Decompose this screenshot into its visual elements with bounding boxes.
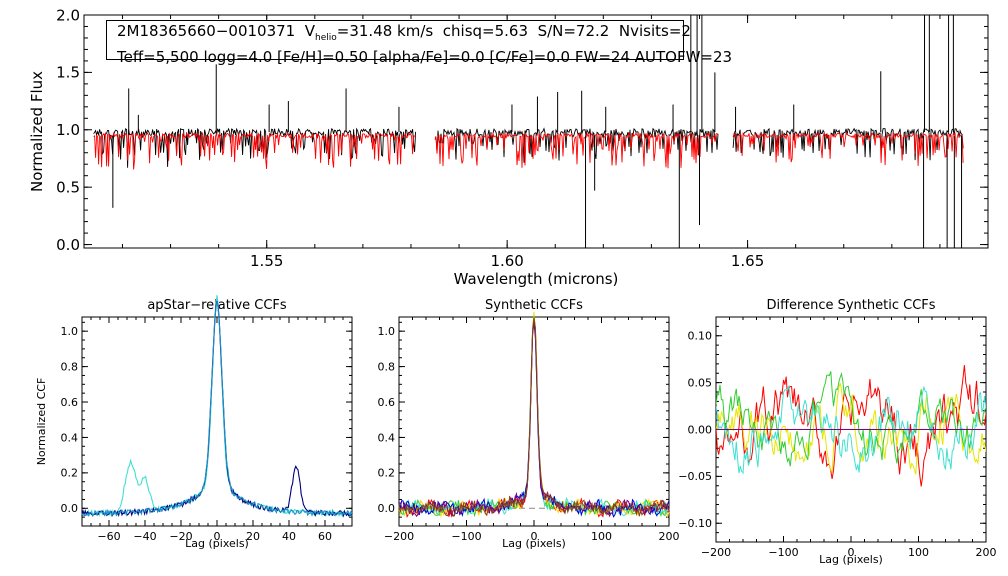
spectrum-series-model-chip-1 — [93, 131, 416, 170]
ccf1-frame — [81, 316, 353, 527]
ccf1-xtick-label: 0 — [214, 530, 221, 543]
ccf2-xtick-label: −100 — [451, 530, 481, 543]
spectrum-panel: 1.55 1.60 1.65 0.0 0.5 1.0 1.5 2.0 Wavelength (m… — [28, 6, 989, 288]
ccf1-ytick-label: 0.2 — [61, 467, 79, 480]
ccf3-ytick-label: 0.10 — [688, 330, 713, 343]
ccf1-ytick-label: 0.6 — [61, 396, 79, 409]
spectrum-ytick-label: 0.0 — [56, 236, 80, 254]
spectrum-series-observed-chip-1 — [93, 127, 417, 168]
ccf3-ytick-label: 0.00 — [688, 423, 713, 436]
ccf1-xlabel: Lag (pixels) — [185, 537, 249, 550]
apstar-ccf-panel: −60 −40 −20 0 20 40 600.00.20.40.60.81.0apStar… — [35, 295, 353, 550]
ccf2-xtick-label: −200 — [384, 530, 414, 543]
ccf2-series-7 — [398, 317, 670, 517]
ccf1-series-2 — [81, 300, 353, 518]
vhelio-symbol: V — [304, 22, 316, 40]
spectrum-info-box: 2M18365660−0010371 Vhelio=31.48 km/s chi… — [106, 20, 732, 66]
ccf2-xlabel: Lag (pixels) — [502, 537, 566, 550]
spectrum-series-model-chip-3 — [732, 132, 964, 166]
ccf2-xtick-label: 200 — [659, 530, 680, 543]
ccf2-xtick-label: 0 — [531, 530, 538, 543]
vhelio-value: =31.48 km/s — [336, 22, 434, 40]
ccf1-ytick-label: 1.0 — [61, 325, 79, 338]
ccf3-xtick-label: 0 — [848, 546, 855, 559]
synthetic-ccf-panel: −200 −100 0 100 200 0.0 0.2 0.4 0.6 0.8 1.0 Synthet… — [378, 298, 680, 550]
ccf1-xtick-label: −60 — [97, 530, 120, 543]
vhelio-subscript: helio — [315, 33, 337, 43]
spectrum-ytick-label: 2.0 — [56, 6, 80, 24]
star-id: 2M18365660−0010371 — [117, 22, 296, 40]
ccf2-ytick-label: 0.2 — [378, 467, 396, 480]
ccf3-series-3 — [716, 371, 986, 467]
ccf2-ytick-label: 0.0 — [378, 502, 396, 515]
nvisits-value: Nvisits=2 — [618, 22, 691, 40]
ccf1-xtick-label: 40 — [282, 530, 296, 543]
ccf3-series-1 — [716, 365, 986, 487]
snr-value: S/N=72.2 — [537, 22, 610, 40]
ccf1-ytick-label: 0.4 — [61, 431, 79, 444]
ccf1-ylabel: Normalized CCF — [35, 378, 48, 466]
ccf2-ytick-label: 0.6 — [378, 396, 396, 409]
spectrum-ytick-label: 1.0 — [56, 121, 80, 139]
spectrum-ytick-label: 0.5 — [56, 178, 80, 196]
ccf3-xtick-label: −100 — [768, 546, 798, 559]
spectrum-xtick-label: 1.60 — [490, 252, 523, 270]
spectrum-ytick-label: 1.5 — [56, 64, 80, 82]
ccf3-ytick-label: 0.05 — [688, 376, 713, 389]
ccf2-series-5 — [398, 321, 670, 518]
ccf2-series-4 — [398, 321, 670, 517]
ccf3-title: Difference Synthetic CCFs — [766, 298, 935, 313]
ccf2-frame — [398, 316, 670, 527]
ccf3-series-4 — [716, 384, 986, 475]
ccf2-title: Synthetic CCFs — [485, 298, 583, 313]
ccf2-series-6 — [398, 321, 670, 518]
ccf1-xtick-label: 20 — [246, 530, 260, 543]
ccf2-series-1 — [398, 315, 670, 519]
spectrum-frame — [83, 14, 989, 249]
difference-ccf-panel: −200 −100 0 100 200 −0.10 −0.05 0.00 0.05 0.10 Dif… — [678, 298, 996, 566]
ccf2-ytick-label: 0.8 — [378, 360, 396, 373]
ccf3-xtick-label: −200 — [701, 546, 731, 559]
ccf3-xlabel: Lag (pixels) — [819, 553, 883, 566]
ccf3-xtick-label: 100 — [908, 546, 929, 559]
spectrum-series-model-chip-2 — [434, 131, 719, 169]
ccf2-xtick-label: 100 — [591, 530, 612, 543]
ccf3-xtick-label: 200 — [976, 546, 997, 559]
ccf1-xtick-label: 60 — [318, 530, 332, 543]
spectrum-plot-area — [93, 15, 964, 248]
ccf1-series-1 — [81, 295, 353, 518]
ccf1-ytick-label: 0.8 — [61, 360, 79, 373]
ccf1-xtick-label: −20 — [169, 530, 192, 543]
ccf2-ytick-label: 1.0 — [378, 325, 396, 338]
spectrum-series-observed-chip-3 — [732, 127, 964, 161]
info-line-1: 2M18365660−0010371 Vhelio=31.48 km/s chi… — [117, 22, 691, 48]
ccf2-series-3 — [398, 315, 670, 518]
chisq-value: chisq=5.63 — [442, 22, 529, 40]
spectrum-xtick-label: 1.55 — [250, 252, 283, 270]
ccf3-ytick-label: −0.05 — [678, 470, 712, 483]
ccf1-series-3 — [81, 301, 353, 518]
info-line-2: Teff=5,500 logg=4.0 [Fe/H]=0.50 [alpha/F… — [117, 48, 733, 66]
ccf2-ytick-label: 0.4 — [378, 431, 396, 444]
spectrum-ylabel: Normalized Flux — [28, 71, 46, 192]
ccf1-xtick-label: −40 — [133, 530, 156, 543]
ccf2-series-2 — [398, 311, 670, 519]
spectrum-xlabel: Wavelength (microns) — [454, 270, 619, 288]
ccf1-ytick-label: 0.0 — [61, 502, 79, 515]
ccf3-ytick-label: −0.10 — [678, 517, 712, 530]
spectrum-xtick-label: 1.65 — [731, 252, 764, 270]
ccf3-plot-area — [716, 365, 986, 487]
